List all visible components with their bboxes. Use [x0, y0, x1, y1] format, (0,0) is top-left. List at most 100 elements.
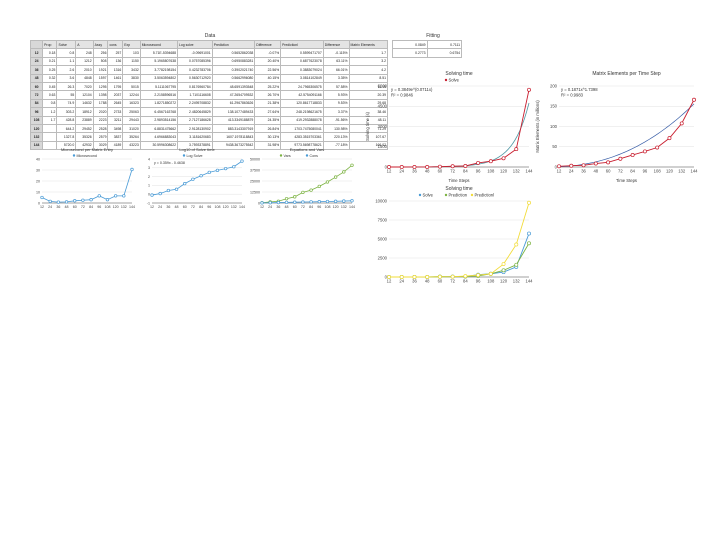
- table-cell[interactable]: 25.22%: [254, 81, 282, 92]
- table-cell[interactable]: 48.6591393548: [211, 81, 256, 92]
- table-cell[interactable]: 29452: [75, 123, 94, 134]
- table-cell[interactable]: 30.5996308622: [139, 140, 179, 151]
- table-cell[interactable]: 29443: [122, 115, 141, 125]
- table-cell[interactable]: 120.8617718833: [280, 98, 324, 109]
- table-cell[interactable]: 2645: [107, 98, 124, 109]
- table-cell[interactable]: 0.8: [42, 98, 58, 109]
- table-cell[interactable]: 2.2158596516: [139, 90, 179, 100]
- table-cell[interactable]: 1921: [92, 65, 109, 75]
- table-cell[interactable]: 3.2: [348, 56, 389, 67]
- table-cell[interactable]: 428.8: [56, 115, 77, 125]
- table-cell[interactable]: 103: [122, 48, 141, 58]
- table-cell[interactable]: 3.37%: [322, 107, 350, 117]
- table-cell[interactable]: 0.5599471707: [280, 48, 324, 58]
- table-cell[interactable]: 16323: [122, 98, 141, 109]
- table-cell[interactable]: 7020: [75, 81, 94, 92]
- table-cell[interactable]: 1398: [92, 90, 109, 100]
- table-cell[interactable]: 20.40%: [254, 56, 282, 67]
- table-cell[interactable]: 24.7965306575: [280, 81, 324, 92]
- table-cell[interactable]: 5.1965807638: [139, 56, 179, 67]
- table-cell[interactable]: 1.7: [348, 48, 389, 58]
- table-cell[interactable]: 2.6: [56, 65, 77, 75]
- fitting-cell[interactable]: 0.6754: [426, 48, 462, 58]
- table-cell[interactable]: 2020: [92, 107, 109, 117]
- row-step-cell[interactable]: 84: [29, 98, 44, 109]
- table-cell[interactable]: 35326: [75, 132, 94, 142]
- table-cell[interactable]: 42932: [75, 140, 94, 151]
- table-cell[interactable]: 1703.7475080041: [280, 123, 324, 134]
- table-cell[interactable]: 644.2: [56, 123, 77, 134]
- table-cell[interactable]: 26.70%: [254, 90, 282, 100]
- chart-matrix-elements[interactable]: Matrix Elements per Time Step 0 50 100 150 20…: [535, 68, 700, 183]
- table-cell[interactable]: 0.0757085396: [177, 56, 213, 67]
- table-cell[interactable]: 3.6: [56, 73, 77, 83]
- table-cell[interactable]: -0.07%: [254, 48, 282, 58]
- table-cell[interactable]: 413.3349188879: [211, 115, 256, 125]
- table-cell[interactable]: 3.7782198154: [139, 65, 179, 75]
- table-cell[interactable]: 4848: [75, 73, 94, 83]
- row-step-cell[interactable]: 48: [29, 73, 44, 83]
- table-cell[interactable]: 3.35%: [322, 73, 350, 83]
- table-cell[interactable]: 1295: [92, 81, 109, 92]
- table-cell[interactable]: 0.32: [42, 73, 58, 83]
- table-cell[interactable]: 14632: [75, 98, 94, 109]
- table-cell[interactable]: 0.5630712920: [177, 73, 213, 83]
- table-cell[interactable]: 4.6966883043: [139, 132, 179, 142]
- table-cell[interactable]: 21.38%: [254, 98, 282, 109]
- table-cell[interactable]: 2579: [92, 132, 109, 142]
- table-cell[interactable]: 12104: [75, 90, 94, 100]
- table-cell[interactable]: 257: [107, 48, 124, 58]
- table-cell[interactable]: 256: [92, 48, 109, 58]
- table-cell[interactable]: 130.98%: [322, 123, 350, 134]
- table-cell[interactable]: 40.15%: [254, 73, 282, 83]
- table-cell[interactable]: 0.5662996080: [211, 73, 256, 83]
- chart-solving-time-fit[interactable]: Solving time 0 1500 3000 4500 6000 12 24 36 48 60 7…: [365, 68, 535, 183]
- table-cell[interactable]: 42.5754091166: [280, 90, 324, 100]
- table-cell[interactable]: 43223: [122, 140, 141, 151]
- table-cell[interactable]: 0.63: [42, 90, 58, 100]
- table-cell[interactable]: 248: [75, 48, 94, 58]
- table-cell[interactable]: 419.2932888078: [280, 115, 324, 125]
- table-cell[interactable]: 0.5652862038: [211, 48, 256, 58]
- table-cell[interactable]: 0.3883079024: [280, 65, 324, 75]
- table-cell[interactable]: 508: [92, 56, 109, 67]
- row-step-cell[interactable]: 60: [29, 81, 44, 92]
- table-cell[interactable]: 30.13%: [254, 132, 282, 142]
- table-cell[interactable]: 23889: [75, 115, 94, 125]
- table-cell[interactable]: 6.8831475662: [139, 123, 179, 134]
- table-cell[interactable]: 3.5063594802: [139, 73, 179, 83]
- table-cell[interactable]: 2.7127186628: [177, 115, 213, 125]
- table-cell[interactable]: 0.6877623078: [280, 56, 324, 67]
- table-cell[interactable]: 248.2198621675: [280, 107, 324, 117]
- table-cell[interactable]: 2037: [107, 90, 124, 100]
- table-cell[interactable]: 2528: [92, 123, 109, 134]
- row-step-cell[interactable]: 12: [29, 48, 44, 58]
- table-cell[interactable]: 2.4820645829: [177, 107, 213, 117]
- table-cell[interactable]: 6.4567163768: [139, 107, 179, 117]
- table-cell[interactable]: 47.2654709532: [211, 90, 256, 100]
- table-cell[interactable]: 0.18: [42, 48, 58, 58]
- table-cell[interactable]: 31020: [122, 123, 141, 134]
- table-cell[interactable]: 26.3: [56, 81, 77, 92]
- table-cell[interactable]: 22.56%: [254, 65, 282, 75]
- fitting-cell[interactable]: 0.0849: [392, 39, 428, 50]
- table-cell[interactable]: 55: [56, 90, 77, 100]
- row-step-cell[interactable]: 72: [29, 90, 44, 100]
- table-cell[interactable]: 1597: [92, 73, 109, 83]
- table-cell[interactable]: 0.8176960784: [177, 81, 213, 92]
- table-cell[interactable]: 63.11%: [322, 56, 350, 67]
- table-cell[interactable]: 1795: [107, 81, 124, 92]
- table-cell[interactable]: 0.8: [56, 48, 77, 58]
- chart-equations-vars[interactable]: Equations and Vars 0 12500 25000 37500 50000 1…: [250, 145, 358, 213]
- row-step-cell[interactable]: 132: [29, 132, 44, 142]
- table-cell[interactable]: -0.09691001: [177, 48, 213, 58]
- table-cell[interactable]: 1212: [75, 56, 94, 67]
- table-cell[interactable]: 1.1: [56, 56, 77, 67]
- table-cell[interactable]: 12244: [122, 90, 141, 100]
- table-cell[interactable]: 9.53%: [322, 98, 350, 109]
- table-cell[interactable]: 166.02: [348, 140, 389, 151]
- table-cell[interactable]: 35264: [122, 132, 141, 142]
- table-cell[interactable]: 0.45: [42, 81, 58, 92]
- table-cell[interactable]: 1607.1978118843: [211, 132, 256, 142]
